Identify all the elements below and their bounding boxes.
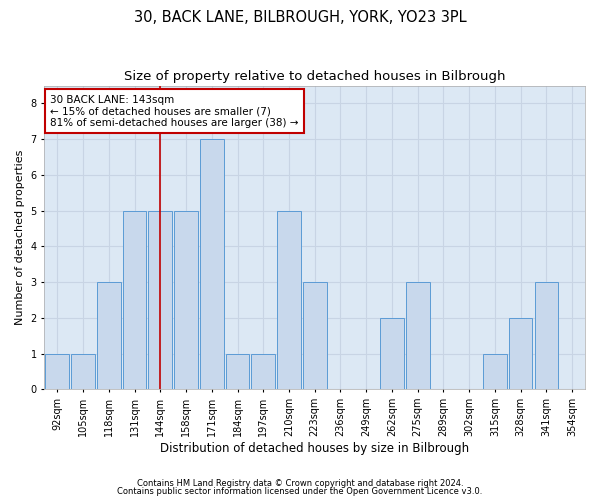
Bar — [509, 318, 532, 390]
Bar — [483, 354, 507, 390]
Text: Contains public sector information licensed under the Open Government Licence v3: Contains public sector information licen… — [118, 487, 482, 496]
Bar — [71, 354, 95, 390]
Title: Size of property relative to detached houses in Bilbrough: Size of property relative to detached ho… — [124, 70, 505, 83]
Bar — [535, 282, 558, 390]
Bar — [122, 210, 146, 390]
Bar — [174, 210, 198, 390]
Bar — [406, 282, 430, 390]
Bar — [277, 210, 301, 390]
Bar — [303, 282, 326, 390]
Bar — [380, 318, 404, 390]
Text: 30 BACK LANE: 143sqm
← 15% of detached houses are smaller (7)
81% of semi-detach: 30 BACK LANE: 143sqm ← 15% of detached h… — [50, 94, 298, 128]
Y-axis label: Number of detached properties: Number of detached properties — [15, 150, 25, 325]
Bar — [251, 354, 275, 390]
Bar — [200, 139, 224, 390]
Bar — [97, 282, 121, 390]
Bar — [46, 354, 69, 390]
Text: 30, BACK LANE, BILBROUGH, YORK, YO23 3PL: 30, BACK LANE, BILBROUGH, YORK, YO23 3PL — [134, 10, 466, 25]
Text: Contains HM Land Registry data © Crown copyright and database right 2024.: Contains HM Land Registry data © Crown c… — [137, 478, 463, 488]
X-axis label: Distribution of detached houses by size in Bilbrough: Distribution of detached houses by size … — [160, 442, 469, 455]
Bar — [148, 210, 172, 390]
Bar — [226, 354, 250, 390]
